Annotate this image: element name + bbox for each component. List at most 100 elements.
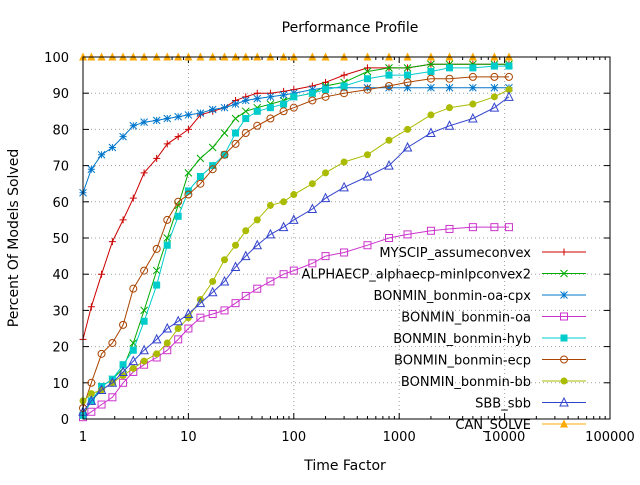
data-point — [118, 366, 128, 376]
data-point — [504, 72, 513, 81]
data-point — [152, 266, 161, 275]
x-tick-label: 100 — [281, 430, 306, 445]
x-tick-label: 100000 — [585, 430, 635, 445]
series-7 — [79, 86, 513, 405]
legend-label: BONMIN_bonmin-oa-cpx — [373, 289, 531, 304]
x-tick-label: 1 — [79, 430, 87, 445]
y-tick-label: 0 — [61, 413, 69, 428]
data-point — [505, 62, 513, 70]
data-point — [404, 71, 412, 79]
data-point — [307, 203, 318, 214]
series-line — [82, 87, 509, 193]
chart-title: Performance Profile — [282, 20, 419, 36]
data-point — [129, 284, 138, 293]
y-tick-label: 70 — [52, 160, 69, 175]
data-point — [96, 384, 107, 395]
data-point — [445, 74, 454, 83]
series-3 — [79, 83, 513, 197]
data-point — [384, 159, 394, 170]
data-point — [196, 179, 205, 188]
y-tick-label: 80 — [52, 123, 69, 138]
legend-entry: BONMIN_bonmin-bb — [401, 375, 586, 390]
data-point — [232, 241, 240, 249]
data-point — [265, 228, 276, 239]
data-point — [128, 355, 139, 366]
legend-label: BONMIN_bonmin-bb — [401, 375, 531, 390]
data-point — [504, 223, 513, 232]
data-point — [232, 129, 240, 137]
data-point — [322, 86, 330, 94]
x-tick-label: 10000 — [484, 430, 525, 445]
data-point — [385, 83, 393, 92]
data-point — [489, 102, 500, 112]
data-point — [363, 151, 371, 159]
data-point — [129, 346, 137, 354]
data-point — [469, 100, 477, 108]
data-point — [86, 395, 97, 405]
legend: MYSCIP_assumeconvex ALPHAECP_alphaecp-min… — [301, 246, 586, 433]
data-point — [288, 214, 299, 224]
data-point — [87, 378, 96, 387]
data-point — [174, 212, 182, 220]
data-point — [308, 96, 317, 105]
series-line — [82, 226, 509, 418]
data-point — [220, 129, 229, 137]
data-point — [98, 270, 106, 278]
data-point — [363, 241, 372, 250]
data-point — [220, 150, 229, 159]
data-point — [339, 181, 349, 192]
data-point — [279, 270, 288, 279]
data-point — [140, 306, 148, 315]
data-point — [385, 136, 393, 144]
data-point — [139, 344, 149, 355]
data-point — [280, 198, 288, 206]
legend-label: BONMIN_bonmin-ecp — [394, 354, 531, 369]
data-point — [184, 168, 193, 177]
data-point — [468, 112, 478, 123]
legend-entry: ALPHAECP_alphaecp-minlpconvex2 — [301, 268, 586, 283]
data-point — [266, 92, 275, 101]
data-point — [97, 400, 106, 409]
legend-entry: SBB_sbb — [475, 397, 586, 412]
data-point — [184, 125, 192, 133]
data-point — [153, 281, 161, 289]
data-point — [163, 140, 171, 148]
data-point — [163, 114, 172, 123]
y-tick-label: 60 — [52, 196, 69, 211]
data-point — [252, 239, 263, 250]
data-point — [468, 72, 477, 81]
data-point — [363, 67, 372, 76]
data-point — [402, 141, 413, 152]
data-point — [384, 81, 393, 90]
legend-entry: BONMIN_bonmin-oa — [401, 311, 586, 326]
legend-entry: MYSCIP_assumeconvex — [379, 246, 586, 261]
data-point — [97, 150, 106, 159]
data-point — [340, 158, 348, 166]
data-point — [253, 94, 262, 103]
data-point — [196, 172, 204, 180]
data-point — [279, 107, 288, 116]
series-line — [82, 96, 510, 413]
plot-frame — [82, 56, 611, 420]
data-point — [119, 132, 127, 141]
data-point — [220, 103, 229, 112]
x-tick-label: 1000 — [383, 430, 416, 445]
data-point — [219, 275, 230, 286]
data-point — [140, 357, 148, 365]
series-lines — [78, 52, 514, 422]
data-point — [340, 89, 349, 98]
data-point — [153, 154, 161, 162]
data-point — [445, 224, 454, 233]
legend-label: SBB_sbb — [475, 397, 531, 412]
data-point — [174, 112, 183, 121]
data-point — [129, 194, 137, 202]
data-point — [469, 64, 477, 72]
data-point — [163, 346, 172, 355]
data-point — [320, 192, 331, 203]
legend-label: ALPHAECP_alphaecp-minlpconvex2 — [301, 268, 531, 283]
data-point — [119, 378, 128, 387]
series-4 — [79, 223, 513, 422]
data-point — [266, 104, 274, 112]
data-point — [184, 111, 193, 119]
data-point — [231, 114, 240, 123]
